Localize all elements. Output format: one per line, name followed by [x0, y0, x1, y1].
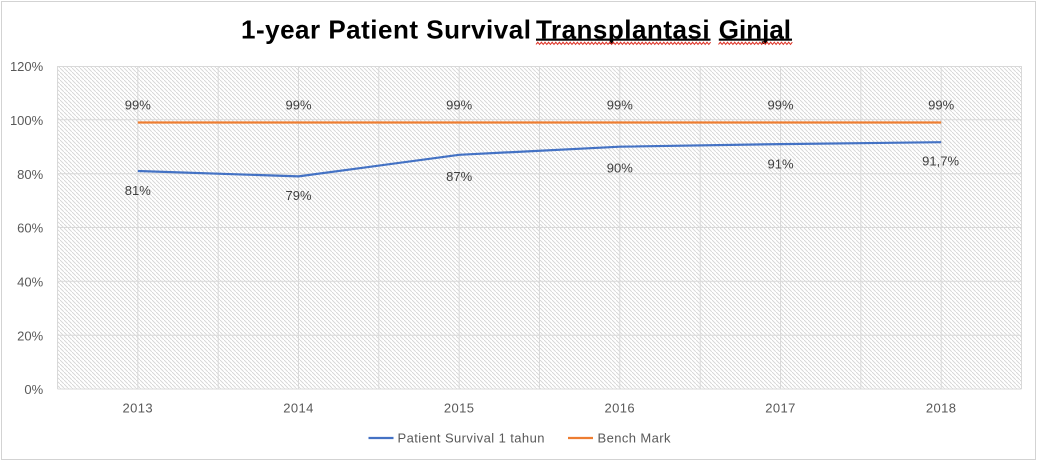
- svg-text:Bench Mark: Bench Mark: [598, 430, 671, 445]
- svg-text:87%: 87%: [446, 169, 472, 184]
- svg-text:40%: 40%: [17, 275, 43, 290]
- svg-text:91,7%: 91,7%: [922, 154, 959, 169]
- svg-text:90%: 90%: [607, 160, 633, 175]
- svg-text:2016: 2016: [605, 400, 636, 415]
- svg-text:81%: 81%: [125, 183, 151, 198]
- svg-text:91%: 91%: [767, 157, 793, 172]
- svg-text:2018: 2018: [926, 400, 957, 415]
- svg-text:99%: 99%: [767, 98, 793, 113]
- svg-text:2014: 2014: [283, 400, 314, 415]
- svg-text:1-year Patient Survival: 1-year Patient Survival: [241, 14, 531, 44]
- svg-text:2015: 2015: [444, 400, 475, 415]
- svg-text:0%: 0%: [24, 382, 43, 397]
- svg-text:Patient Survival 1 tahun: Patient Survival 1 tahun: [398, 430, 545, 445]
- svg-text:2013: 2013: [123, 400, 154, 415]
- svg-text:79%: 79%: [285, 188, 311, 203]
- svg-text:120%: 120%: [10, 59, 44, 74]
- svg-text:80%: 80%: [17, 167, 43, 182]
- svg-text:99%: 99%: [125, 98, 151, 113]
- svg-text:60%: 60%: [17, 221, 43, 236]
- svg-text:20%: 20%: [17, 328, 43, 343]
- svg-text:99%: 99%: [285, 98, 311, 113]
- svg-text:2017: 2017: [765, 400, 796, 415]
- svg-text:99%: 99%: [607, 98, 633, 113]
- svg-text:99%: 99%: [928, 98, 954, 113]
- svg-text:100%: 100%: [10, 113, 44, 128]
- svg-text:99%: 99%: [446, 98, 472, 113]
